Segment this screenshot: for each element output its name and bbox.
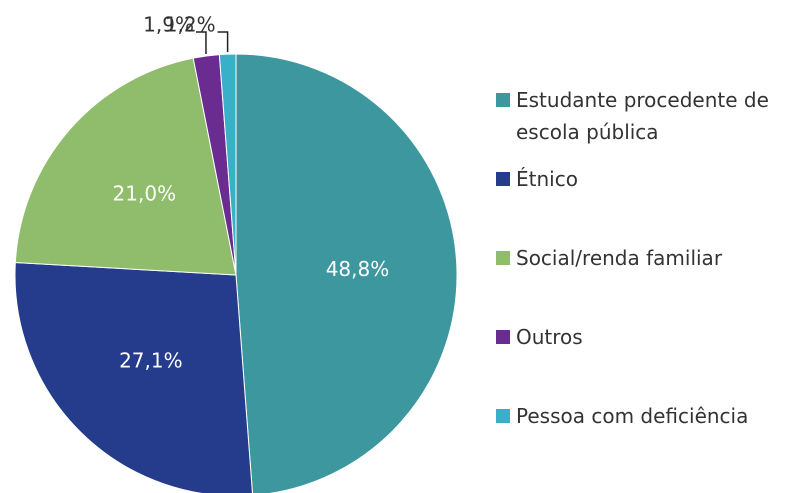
slice-label: 1,2% [165, 13, 216, 37]
pie-slice [235, 53, 458, 493]
legend-swatch [496, 172, 510, 186]
slice-label: 27,1% [119, 348, 183, 372]
legend-swatch [496, 93, 510, 107]
legend-label: Pessoa com deficiência [516, 404, 749, 428]
slice-label: 21,0% [113, 182, 177, 206]
pie-slice [14, 261, 253, 493]
legend-swatch [496, 251, 510, 265]
legend-item: Social/renda familiar [496, 242, 781, 321]
legend-label: Outros [516, 325, 583, 349]
legend-item: Estudante procedente de escola pública [496, 84, 781, 163]
legend: Estudante procedente de escola pública Ét… [496, 84, 781, 479]
legend-swatch [496, 409, 510, 423]
leader-line [195, 31, 207, 55]
legend-label: Social/renda familiar [516, 246, 723, 270]
slice-label: 1,9% [143, 13, 194, 37]
legend-swatch [496, 330, 510, 344]
pie-slice [218, 53, 237, 276]
legend-item: Pessoa com deficiência [496, 400, 781, 479]
slice-label: 48,8% [326, 257, 390, 281]
pie-slice [14, 57, 237, 276]
legend-item: Étnico [496, 163, 781, 242]
legend-label: Estudante procedente de escola pública [516, 88, 769, 144]
legend-label: Étnico [516, 167, 578, 191]
leader-line [217, 31, 229, 53]
legend-item: Outros [496, 321, 781, 400]
